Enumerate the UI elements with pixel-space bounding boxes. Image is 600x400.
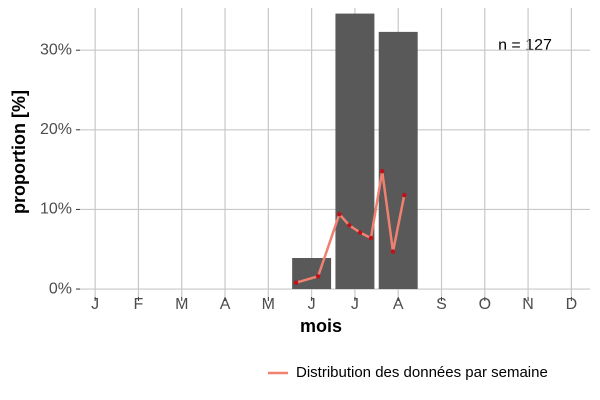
series-point [379, 169, 385, 174]
x-tick-label: A [220, 296, 231, 313]
series-point [315, 274, 321, 279]
x-axis-label: mois [300, 316, 342, 336]
y-tick-label: 0% [49, 280, 72, 297]
x-tick-label: M [262, 296, 275, 313]
bar [378, 31, 418, 290]
annotation: n = 127 [498, 37, 552, 54]
x-tick-label: M [175, 296, 188, 313]
x-tick-label: J [91, 296, 99, 313]
x-tick-label: S [436, 296, 447, 313]
bar [335, 13, 375, 290]
y-tick-label: 10% [40, 201, 72, 218]
x-tick-label: J [308, 296, 316, 313]
x-tick-label: N [522, 296, 534, 313]
x-tick-label: D [566, 296, 578, 313]
y-axis-label: proportion [%] [9, 90, 29, 214]
legend-label: Distribution des données par semaine [296, 364, 548, 381]
x-tick-label: A [393, 296, 404, 313]
y-tick-label: 20% [40, 121, 72, 138]
series-point [347, 223, 352, 228]
x-tick-label: F [134, 296, 144, 313]
bar [292, 257, 332, 290]
series-point [390, 249, 396, 254]
x-tick-label: J [351, 296, 359, 313]
x-tick-label: O [479, 296, 491, 313]
series-point [357, 230, 363, 235]
series-point [368, 235, 374, 241]
series-point [402, 192, 407, 198]
series-point [293, 280, 299, 285]
series-point [337, 212, 342, 217]
y-tick-label: 30% [40, 41, 72, 58]
